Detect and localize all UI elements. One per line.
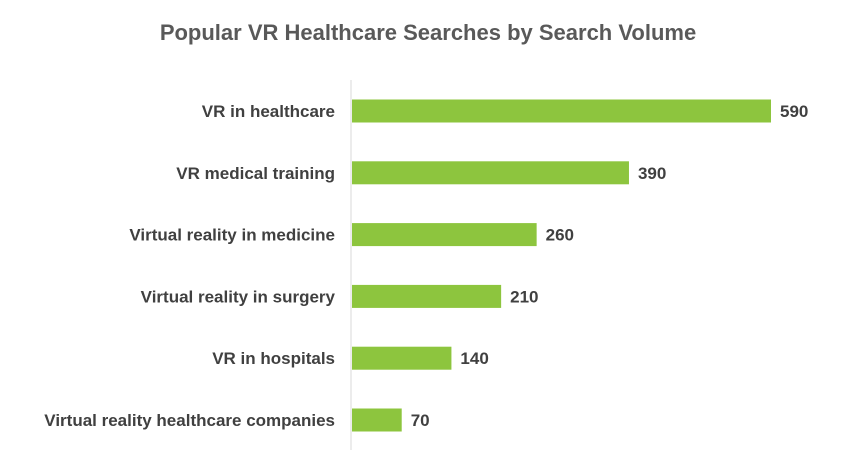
value-label-0: 590 bbox=[780, 102, 808, 121]
category-label-0: VR in healthcare bbox=[202, 102, 335, 121]
bars-group: VR in healthcare 590 VR medical training 39… bbox=[44, 99, 808, 432]
value-label-4: 140 bbox=[460, 349, 488, 368]
bar-4 bbox=[352, 346, 452, 370]
value-label-3: 210 bbox=[510, 287, 538, 306]
category-label-2: Virtual reality in medicine bbox=[129, 226, 335, 245]
bar-0 bbox=[352, 99, 771, 123]
chart-title: Popular VR Healthcare Searches by Search… bbox=[159, 20, 697, 45]
bar-1 bbox=[352, 161, 629, 185]
category-label-3: Virtual reality in surgery bbox=[141, 287, 336, 306]
category-label-5: Virtual reality healthcare companies bbox=[44, 411, 335, 430]
category-label-4: VR in hospitals bbox=[212, 349, 335, 368]
value-label-2: 260 bbox=[546, 226, 574, 245]
bar-5 bbox=[352, 408, 402, 432]
value-label-1: 390 bbox=[638, 164, 666, 183]
bar-3 bbox=[352, 284, 502, 308]
bar-2 bbox=[352, 223, 537, 247]
value-label-5: 70 bbox=[411, 411, 430, 430]
category-label-1: VR medical training bbox=[176, 164, 335, 183]
